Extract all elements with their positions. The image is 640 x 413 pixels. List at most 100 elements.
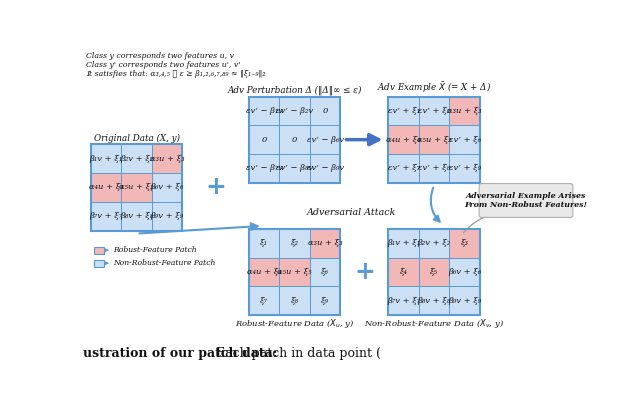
Text: ξ₃: ξ₃	[461, 240, 468, 247]
Text: Robust-Feature Data ($X_u$, y): Robust-Feature Data ($X_u$, y)	[235, 317, 355, 330]
Bar	[449, 154, 480, 183]
Bar	[152, 144, 182, 173]
Text: β₈v + ξ₈: β₈v + ξ₈	[417, 297, 451, 305]
Text: Non-Robust-Feature Patch: Non-Robust-Feature Patch	[113, 259, 216, 267]
Text: α₅u + ξ₅: α₅u + ξ₅	[277, 268, 312, 276]
Text: β₉v + ξ₉: β₉v + ξ₉	[150, 212, 184, 220]
Bar	[388, 258, 419, 287]
Text: Robust-Feature Patch: Robust-Feature Patch	[113, 246, 197, 254]
Bar	[91, 173, 122, 202]
Bar	[449, 125, 480, 154]
Bar	[249, 97, 340, 183]
Text: 0: 0	[262, 135, 267, 144]
Text: Class y corresponds two features u, v: Class y corresponds two features u, v	[86, 52, 234, 60]
Bar	[249, 229, 280, 258]
Bar	[419, 154, 449, 183]
Text: Original Data (X, y): Original Data (X, y)	[93, 133, 180, 143]
Bar	[122, 202, 152, 230]
Text: ustration of our patch data:: ustration of our patch data:	[83, 347, 278, 360]
Bar	[91, 144, 122, 173]
Bar	[249, 154, 280, 183]
Text: α₄u + ξ₄: α₄u + ξ₄	[387, 135, 421, 144]
Text: ξ₅: ξ₅	[430, 268, 438, 276]
Bar	[152, 202, 182, 230]
Bar	[310, 229, 340, 258]
Text: ξ₄: ξ₄	[400, 268, 408, 276]
Text: α₃u + ξ₃: α₃u + ξ₃	[308, 240, 342, 247]
Text: Adv Perturbation Δ (‖Δ‖∞ ≤ ε): Adv Perturbation Δ (‖Δ‖∞ ≤ ε)	[227, 85, 362, 95]
Bar	[94, 247, 104, 254]
Text: εv’ − β₉v: εv’ − β₉v	[307, 164, 344, 172]
Bar	[449, 287, 480, 315]
Bar	[388, 229, 419, 258]
Bar	[280, 229, 310, 258]
Bar	[388, 229, 480, 315]
Bar	[419, 287, 449, 315]
Bar	[310, 97, 340, 125]
Text: 0: 0	[323, 107, 328, 115]
Text: εv’ + ξ₂: εv’ + ξ₂	[418, 107, 450, 115]
Text: Each patch in data point (: Each patch in data point (	[216, 347, 381, 360]
Text: β₈v + ξ₈: β₈v + ξ₈	[120, 212, 153, 220]
Bar	[249, 258, 280, 287]
Text: +: +	[354, 260, 375, 284]
Bar	[310, 154, 340, 183]
Text: 0: 0	[292, 135, 298, 144]
Bar	[249, 287, 280, 315]
Bar	[419, 97, 449, 125]
Text: Class y' corresponds two features u', v': Class y' corresponds two features u', v'	[86, 61, 241, 69]
Text: α₅u + ξ₅: α₅u + ξ₅	[119, 183, 154, 191]
Bar	[419, 258, 449, 287]
Text: ξ₇: ξ₇	[260, 297, 268, 305]
Text: εv’ − β₁v: εv’ − β₁v	[246, 107, 283, 115]
Bar	[122, 173, 152, 202]
Text: +: +	[205, 176, 226, 199]
Bar	[280, 97, 310, 125]
Bar	[280, 258, 310, 287]
Text: β₆v + ξ₆: β₆v + ξ₆	[150, 183, 184, 191]
Text: α₃u + ξ₃: α₃u + ξ₃	[150, 154, 184, 163]
Text: ξ₆: ξ₆	[321, 268, 329, 276]
Text: εv’ + ξ₁: εv’ + ξ₁	[388, 107, 420, 115]
Bar	[310, 125, 340, 154]
Text: εv’ − β₈v: εv’ − β₈v	[276, 164, 313, 172]
Text: α₄u + ξ₄: α₄u + ξ₄	[89, 183, 124, 191]
FancyBboxPatch shape	[479, 183, 573, 217]
Bar	[388, 287, 419, 315]
Text: α₅u + ξ₅: α₅u + ξ₅	[417, 135, 451, 144]
Bar	[249, 229, 340, 315]
Text: Adversarial Example Arises
From Non-Robust Features!: Adversarial Example Arises From Non-Robu…	[465, 192, 588, 209]
Text: β₉v + ξ₉: β₉v + ξ₉	[448, 297, 481, 305]
Text: εv’ + ξ₆: εv’ + ξ₆	[449, 135, 481, 144]
Text: ξ₁: ξ₁	[260, 240, 268, 247]
Bar	[388, 125, 419, 154]
Bar	[310, 287, 340, 315]
Text: ξ₈: ξ₈	[291, 297, 299, 305]
Text: α₄u + ξ₄: α₄u + ξ₄	[247, 268, 282, 276]
Text: εv’ − β₇v: εv’ − β₇v	[246, 164, 283, 172]
Text: εv’ + ξ₈: εv’ + ξ₈	[418, 164, 450, 172]
Text: Adv Example $\bar{X}$ (= X + Δ): Adv Example $\bar{X}$ (= X + Δ)	[377, 80, 492, 95]
Bar	[152, 173, 182, 202]
Bar	[449, 229, 480, 258]
Text: εv’ + ξ₉: εv’ + ξ₉	[449, 164, 481, 172]
Text: β₇v + ξ₇: β₇v + ξ₇	[90, 212, 123, 220]
Text: Adversarial Attack: Adversarial Attack	[307, 207, 396, 216]
Text: β₁v + ξ₁: β₁v + ξ₁	[387, 240, 420, 247]
Text: ξ₂: ξ₂	[291, 240, 299, 247]
Text: β₆v + ξ₆: β₆v + ξ₆	[448, 268, 481, 276]
Bar	[249, 125, 280, 154]
Bar	[280, 154, 310, 183]
Bar	[122, 144, 152, 173]
Bar	[449, 97, 480, 125]
Bar	[249, 97, 280, 125]
Text: β₁v + ξ₁: β₁v + ξ₁	[90, 154, 123, 163]
Text: ξ₉: ξ₉	[321, 297, 329, 305]
Text: β₂v + ξ₂: β₂v + ξ₂	[120, 154, 153, 163]
Bar	[419, 125, 449, 154]
Bar	[91, 144, 182, 230]
Text: α₃u + ξ₃: α₃u + ξ₃	[447, 107, 482, 115]
Bar	[419, 229, 449, 258]
Bar	[310, 258, 340, 287]
Bar	[388, 154, 419, 183]
